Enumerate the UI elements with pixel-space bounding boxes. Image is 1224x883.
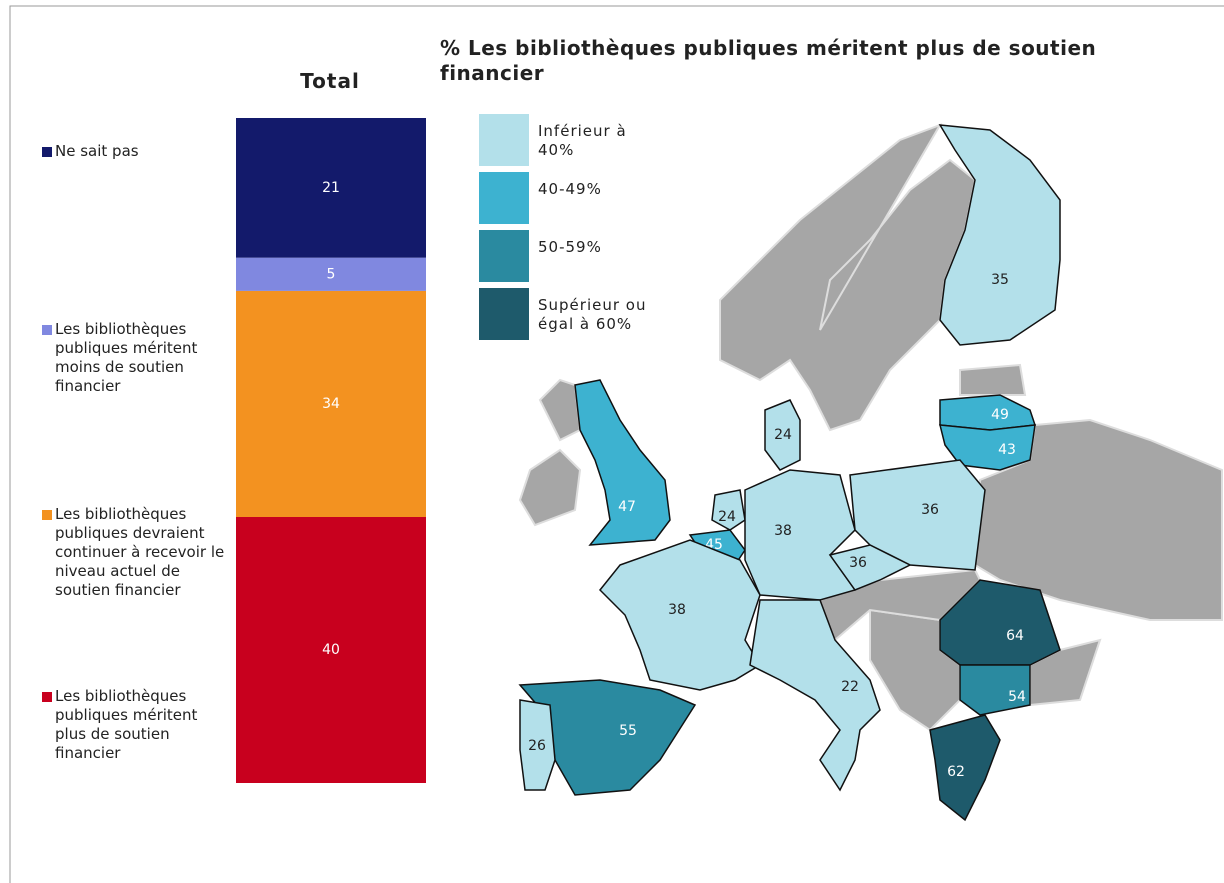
country bbox=[749, 599, 881, 792]
country-value: 54 bbox=[1008, 689, 1026, 705]
legend-label: Les bibliothèques publiques devraient co… bbox=[55, 505, 225, 599]
legend-label: Ne sait pas bbox=[55, 142, 139, 160]
legend-label: Inférieur à 40% bbox=[538, 122, 627, 159]
bar-value-label: 21 bbox=[322, 180, 340, 196]
legend-swatch bbox=[42, 692, 52, 702]
map-title: % Les bibliothèques publiques méritent p… bbox=[440, 36, 1097, 85]
country-value: 38 bbox=[774, 523, 792, 539]
country-value: 62 bbox=[947, 764, 965, 780]
legend-swatch bbox=[42, 147, 52, 157]
land bbox=[959, 363, 1027, 396]
legend-swatch bbox=[479, 288, 529, 340]
country-value: 24 bbox=[774, 427, 792, 443]
legend-label: Supérieur ou égal à 60% bbox=[538, 296, 647, 333]
land bbox=[973, 418, 1223, 621]
country-value: 55 bbox=[619, 723, 637, 739]
land bbox=[518, 448, 582, 527]
country bbox=[764, 399, 801, 471]
country-value: 64 bbox=[1006, 628, 1024, 644]
country bbox=[939, 394, 1037, 431]
country bbox=[744, 469, 857, 601]
country-value: 47 bbox=[618, 499, 636, 515]
bar-segment bbox=[236, 290, 426, 517]
country-value: 36 bbox=[849, 555, 867, 571]
country bbox=[574, 379, 671, 546]
country bbox=[939, 424, 1036, 471]
legend-swatch bbox=[479, 172, 529, 224]
legend-swatch bbox=[479, 114, 529, 166]
country-value: 49 bbox=[991, 407, 1009, 423]
country-value: 35 bbox=[991, 272, 1009, 288]
country bbox=[711, 489, 746, 531]
bar-segment bbox=[236, 118, 426, 258]
legend-swatch bbox=[42, 325, 52, 335]
land bbox=[719, 123, 977, 432]
country-value: 24 bbox=[718, 509, 736, 525]
country bbox=[959, 664, 1031, 716]
frame bbox=[9, 5, 1224, 883]
country-value: 38 bbox=[668, 602, 686, 618]
country bbox=[849, 459, 986, 571]
country bbox=[929, 714, 1001, 822]
bar-title: Total bbox=[300, 69, 360, 93]
legend-label: Les bibliothèques publiques méritent moi… bbox=[55, 320, 198, 395]
country bbox=[938, 124, 1061, 346]
bar-value-label: 34 bbox=[322, 396, 340, 412]
country-value: 43 bbox=[998, 442, 1016, 458]
legend-swatch bbox=[42, 510, 52, 520]
legend-swatch bbox=[479, 230, 529, 282]
legend-label: 40-49% bbox=[538, 180, 602, 198]
legend-label: 50-59% bbox=[538, 238, 602, 256]
country bbox=[828, 544, 912, 591]
country-value: 22 bbox=[841, 679, 859, 695]
country bbox=[939, 579, 1061, 666]
country-value: 26 bbox=[528, 738, 546, 754]
bar-segment bbox=[236, 517, 426, 783]
bar-value-label: 5 bbox=[327, 266, 336, 282]
country-value: 36 bbox=[921, 502, 939, 518]
bar-segment bbox=[236, 257, 426, 291]
country bbox=[598, 539, 762, 691]
country bbox=[519, 699, 556, 791]
land bbox=[538, 378, 582, 442]
bar-value-label: 40 bbox=[322, 642, 340, 658]
legend-label: Les bibliothèques publiques méritent plu… bbox=[55, 687, 198, 762]
